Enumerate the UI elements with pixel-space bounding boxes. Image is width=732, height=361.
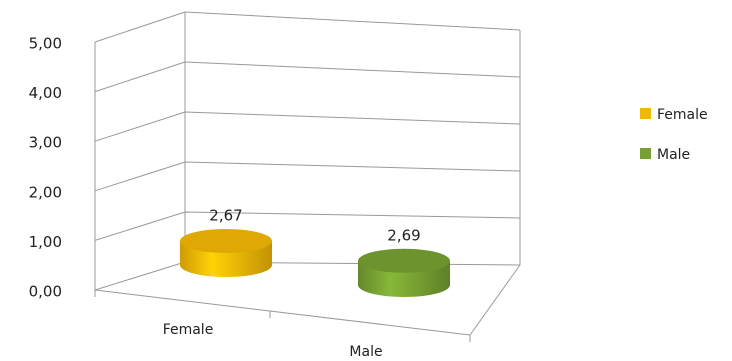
legend-swatch — [640, 108, 651, 119]
floor-right — [469, 264, 521, 336]
grid-line — [94, 161, 521, 192]
value-label: 2,69 — [387, 226, 420, 244]
grid-line — [94, 111, 521, 142]
y-tick-label: 2,00 — [29, 183, 62, 201]
cylinder-top — [180, 228, 272, 253]
x-tick-label: Male — [349, 344, 382, 360]
grid-line — [94, 61, 521, 93]
grid-line — [94, 11, 521, 43]
floor-front — [94, 289, 471, 336]
value-label: 2,67 — [209, 206, 242, 224]
grid-line — [94, 261, 521, 291]
y-tick-label: 0,00 — [29, 283, 62, 301]
legend-label: Female — [657, 107, 708, 123]
y-tick-label: 1,00 — [29, 233, 62, 251]
cylinder-top — [358, 248, 450, 273]
y-tick-label: 3,00 — [29, 134, 62, 152]
y-tick-label: 5,00 — [29, 35, 62, 53]
legend-label: Male — [657, 147, 690, 163]
grid-line — [94, 211, 521, 241]
y-tick-label: 4,00 — [29, 84, 62, 102]
x-tick-label: Female — [163, 322, 214, 338]
legend-swatch — [640, 148, 651, 159]
